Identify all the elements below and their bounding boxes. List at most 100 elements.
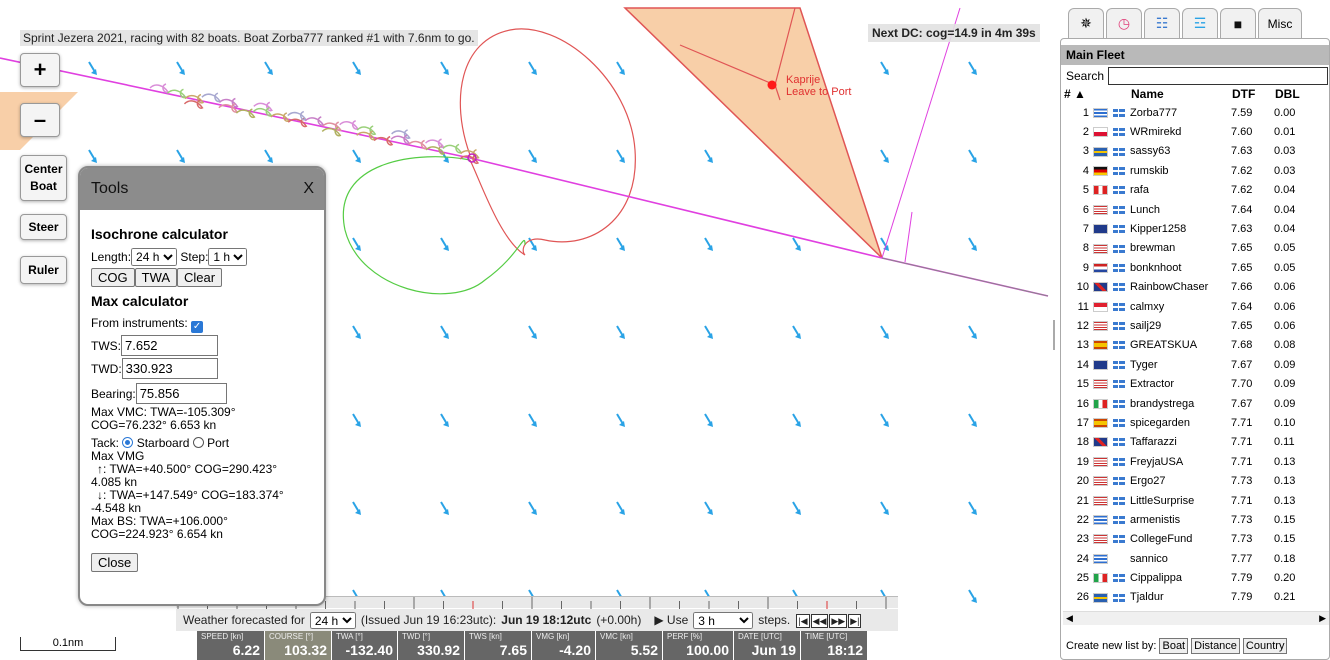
new-list-distance-button[interactable]: Distance <box>1191 638 1240 654</box>
fleet-row[interactable]: 15 Extractor 7.70 0.09 <box>1063 374 1304 393</box>
fleet-row[interactable]: 24 sannico 7.77 0.18 <box>1063 549 1304 568</box>
boat-name[interactable]: Taffarazzi <box>1130 436 1177 449</box>
col-dtf[interactable]: DTF <box>1232 87 1256 101</box>
boat-name[interactable]: Kipper1258 <box>1130 223 1187 236</box>
boat-name[interactable]: brewman <box>1130 242 1176 255</box>
col-dbl[interactable]: DBL <box>1275 87 1300 101</box>
center-boat-button[interactable]: Center Boat <box>20 155 67 201</box>
tab-flag-icon[interactable]: ■ <box>1220 8 1256 38</box>
boat-name[interactable]: rafa <box>1130 184 1149 197</box>
boat-name[interactable]: Tjaldur <box>1130 591 1164 604</box>
boat-name[interactable]: sailj29 <box>1130 319 1162 332</box>
new-list-boat-button[interactable]: Boat <box>1159 638 1189 654</box>
boat-name[interactable]: Tyger <box>1130 358 1158 371</box>
tab-clock-icon[interactable]: ◷ <box>1106 8 1142 38</box>
tools-close-button[interactable]: Close <box>91 553 139 572</box>
boat-name[interactable]: Cippalippa <box>1130 572 1182 585</box>
port-radio[interactable] <box>192 437 204 448</box>
prev-step-button[interactable]: ◀◀ <box>810 613 829 628</box>
boat-name[interactable]: calmxy <box>1130 300 1165 313</box>
boat-name[interactable]: brandystrega <box>1130 397 1195 410</box>
bearing-input[interactable] <box>135 383 227 404</box>
boat-name[interactable]: LittleSurprise <box>1130 494 1195 507</box>
twa-button[interactable]: TWA <box>134 268 178 287</box>
fleet-row[interactable]: 8 brewman 7.65 0.05 <box>1063 239 1304 258</box>
boat-name[interactable]: CollegeFund <box>1130 533 1193 546</box>
fleet-row[interactable]: 20 Ergo27 7.73 0.13 <box>1063 471 1304 490</box>
scroll-right-icon[interactable]: ▶ <box>1319 613 1326 623</box>
search-input[interactable] <box>1108 67 1329 85</box>
col-name[interactable]: Name <box>1131 87 1164 101</box>
boat-name[interactable]: Lunch <box>1130 203 1160 216</box>
fleet-row[interactable]: 10 RainbowChaser 7.66 0.06 <box>1063 278 1304 297</box>
boat-name[interactable]: WRmirekd <box>1130 126 1182 139</box>
boat-name[interactable]: Extractor <box>1130 378 1175 391</box>
tab-chat-icon[interactable]: ☲ <box>1182 8 1218 38</box>
new-list-country-button[interactable]: Country <box>1242 638 1288 654</box>
boat-rank: 15 <box>1076 378 1089 391</box>
boat-name[interactable]: Zorba777 <box>1130 106 1178 119</box>
fleet-row[interactable]: 6 Lunch 7.64 0.04 <box>1063 200 1304 219</box>
forecast-hours-select[interactable]: 24 h <box>309 611 356 629</box>
length-select[interactable]: 24 h <box>131 248 178 266</box>
fleet-row[interactable]: 4 rumskib 7.62 0.03 <box>1063 161 1304 180</box>
clear-button[interactable]: Clear <box>177 268 223 287</box>
fleet-row[interactable]: 25 Cippalippa 7.79 0.20 <box>1063 568 1304 587</box>
fleet-row[interactable]: 13 GREATSKUA 7.68 0.08 <box>1063 336 1304 355</box>
bearing-label: Bearing: <box>91 387 136 401</box>
boat-name[interactable]: bonknhoot <box>1130 261 1182 274</box>
cog-button[interactable]: COG <box>91 268 135 287</box>
boat-name[interactable]: RainbowChaser <box>1130 281 1209 294</box>
tab-sun-icon[interactable]: ✵ <box>1068 8 1104 38</box>
fleet-row[interactable]: 21 LittleSurprise 7.71 0.13 <box>1063 491 1304 510</box>
tools-close-x[interactable]: X <box>303 180 314 197</box>
panel-splitter[interactable] <box>1053 320 1055 350</box>
competitor-track <box>235 108 256 119</box>
tab-rankings-icon[interactable]: ☷ <box>1144 8 1180 38</box>
last-step-button[interactable]: ▶| <box>848 613 862 628</box>
fleet-row[interactable]: 2 WRmirekd 7.60 0.01 <box>1063 122 1304 141</box>
fleet-row[interactable]: 12 sailj29 7.65 0.06 <box>1063 316 1304 335</box>
ruler-button[interactable]: Ruler <box>20 256 67 284</box>
fleet-row[interactable]: 11 calmxy 7.64 0.06 <box>1063 297 1304 316</box>
fleet-row[interactable]: 23 CollegeFund 7.73 0.15 <box>1063 530 1304 549</box>
tab-misc[interactable]: Misc <box>1258 8 1302 38</box>
zoom-in-button[interactable]: + <box>20 53 60 87</box>
boat-name[interactable]: rumskib <box>1130 164 1169 177</box>
fleet-row[interactable]: 3 sassy63 7.63 0.03 <box>1063 142 1304 161</box>
horizontal-scrollbar[interactable]: ◀ ▶ <box>1063 611 1329 625</box>
boat-name[interactable]: sassy63 <box>1130 145 1171 158</box>
fleet-row[interactable]: 14 Tyger 7.67 0.09 <box>1063 355 1304 374</box>
boat-name[interactable]: GREATSKUA <box>1130 339 1198 352</box>
col-rank[interactable]: # ▲ <box>1064 87 1086 101</box>
boat-name[interactable]: armenistis <box>1130 513 1181 526</box>
fleet-row[interactable]: 26 Tjaldur 7.79 0.21 <box>1063 588 1304 607</box>
fleet-row[interactable]: 9 bonknhoot 7.65 0.05 <box>1063 258 1304 277</box>
boat-dtf: 7.71 <box>1231 494 1253 507</box>
fleet-row[interactable]: 1 Zorba777 7.59 0.00 <box>1063 103 1304 122</box>
fleet-row[interactable]: 17 spicegarden 7.71 0.10 <box>1063 413 1304 432</box>
step-select[interactable]: 3 h <box>693 611 754 629</box>
twd-input[interactable] <box>121 358 218 379</box>
next-step-button[interactable]: ▶▶ <box>829 613 848 628</box>
boat-name[interactable]: FreyjaUSA <box>1130 455 1184 468</box>
scroll-left-icon[interactable]: ◀ <box>1066 613 1073 623</box>
mark-point[interactable] <box>767 80 777 90</box>
tws-input[interactable] <box>121 335 218 356</box>
own-boat[interactable] <box>467 153 477 163</box>
boat-name[interactable]: Ergo27 <box>1130 475 1166 488</box>
boat-name[interactable]: sannico <box>1130 552 1168 565</box>
step-select[interactable]: 1 h <box>208 248 248 266</box>
fleet-row[interactable]: 19 FreyjaUSA 7.71 0.13 <box>1063 452 1304 471</box>
fleet-row[interactable]: 5 rafa 7.62 0.04 <box>1063 181 1304 200</box>
zoom-out-button[interactable]: – <box>20 103 60 137</box>
from-instruments-checkbox[interactable]: ✓ <box>191 321 204 333</box>
boat-name[interactable]: spicegarden <box>1130 416 1190 429</box>
starboard-radio[interactable] <box>122 437 134 448</box>
fleet-row[interactable]: 22 armenistis 7.73 0.15 <box>1063 510 1304 529</box>
fleet-row[interactable]: 18 Taffarazzi 7.71 0.11 <box>1063 433 1304 452</box>
steer-button[interactable]: Steer <box>20 214 67 240</box>
fleet-row[interactable]: 16 brandystrega 7.67 0.09 <box>1063 394 1304 413</box>
fleet-row[interactable]: 7 Kipper1258 7.63 0.04 <box>1063 219 1304 238</box>
first-step-button[interactable]: |◀ <box>796 613 810 628</box>
